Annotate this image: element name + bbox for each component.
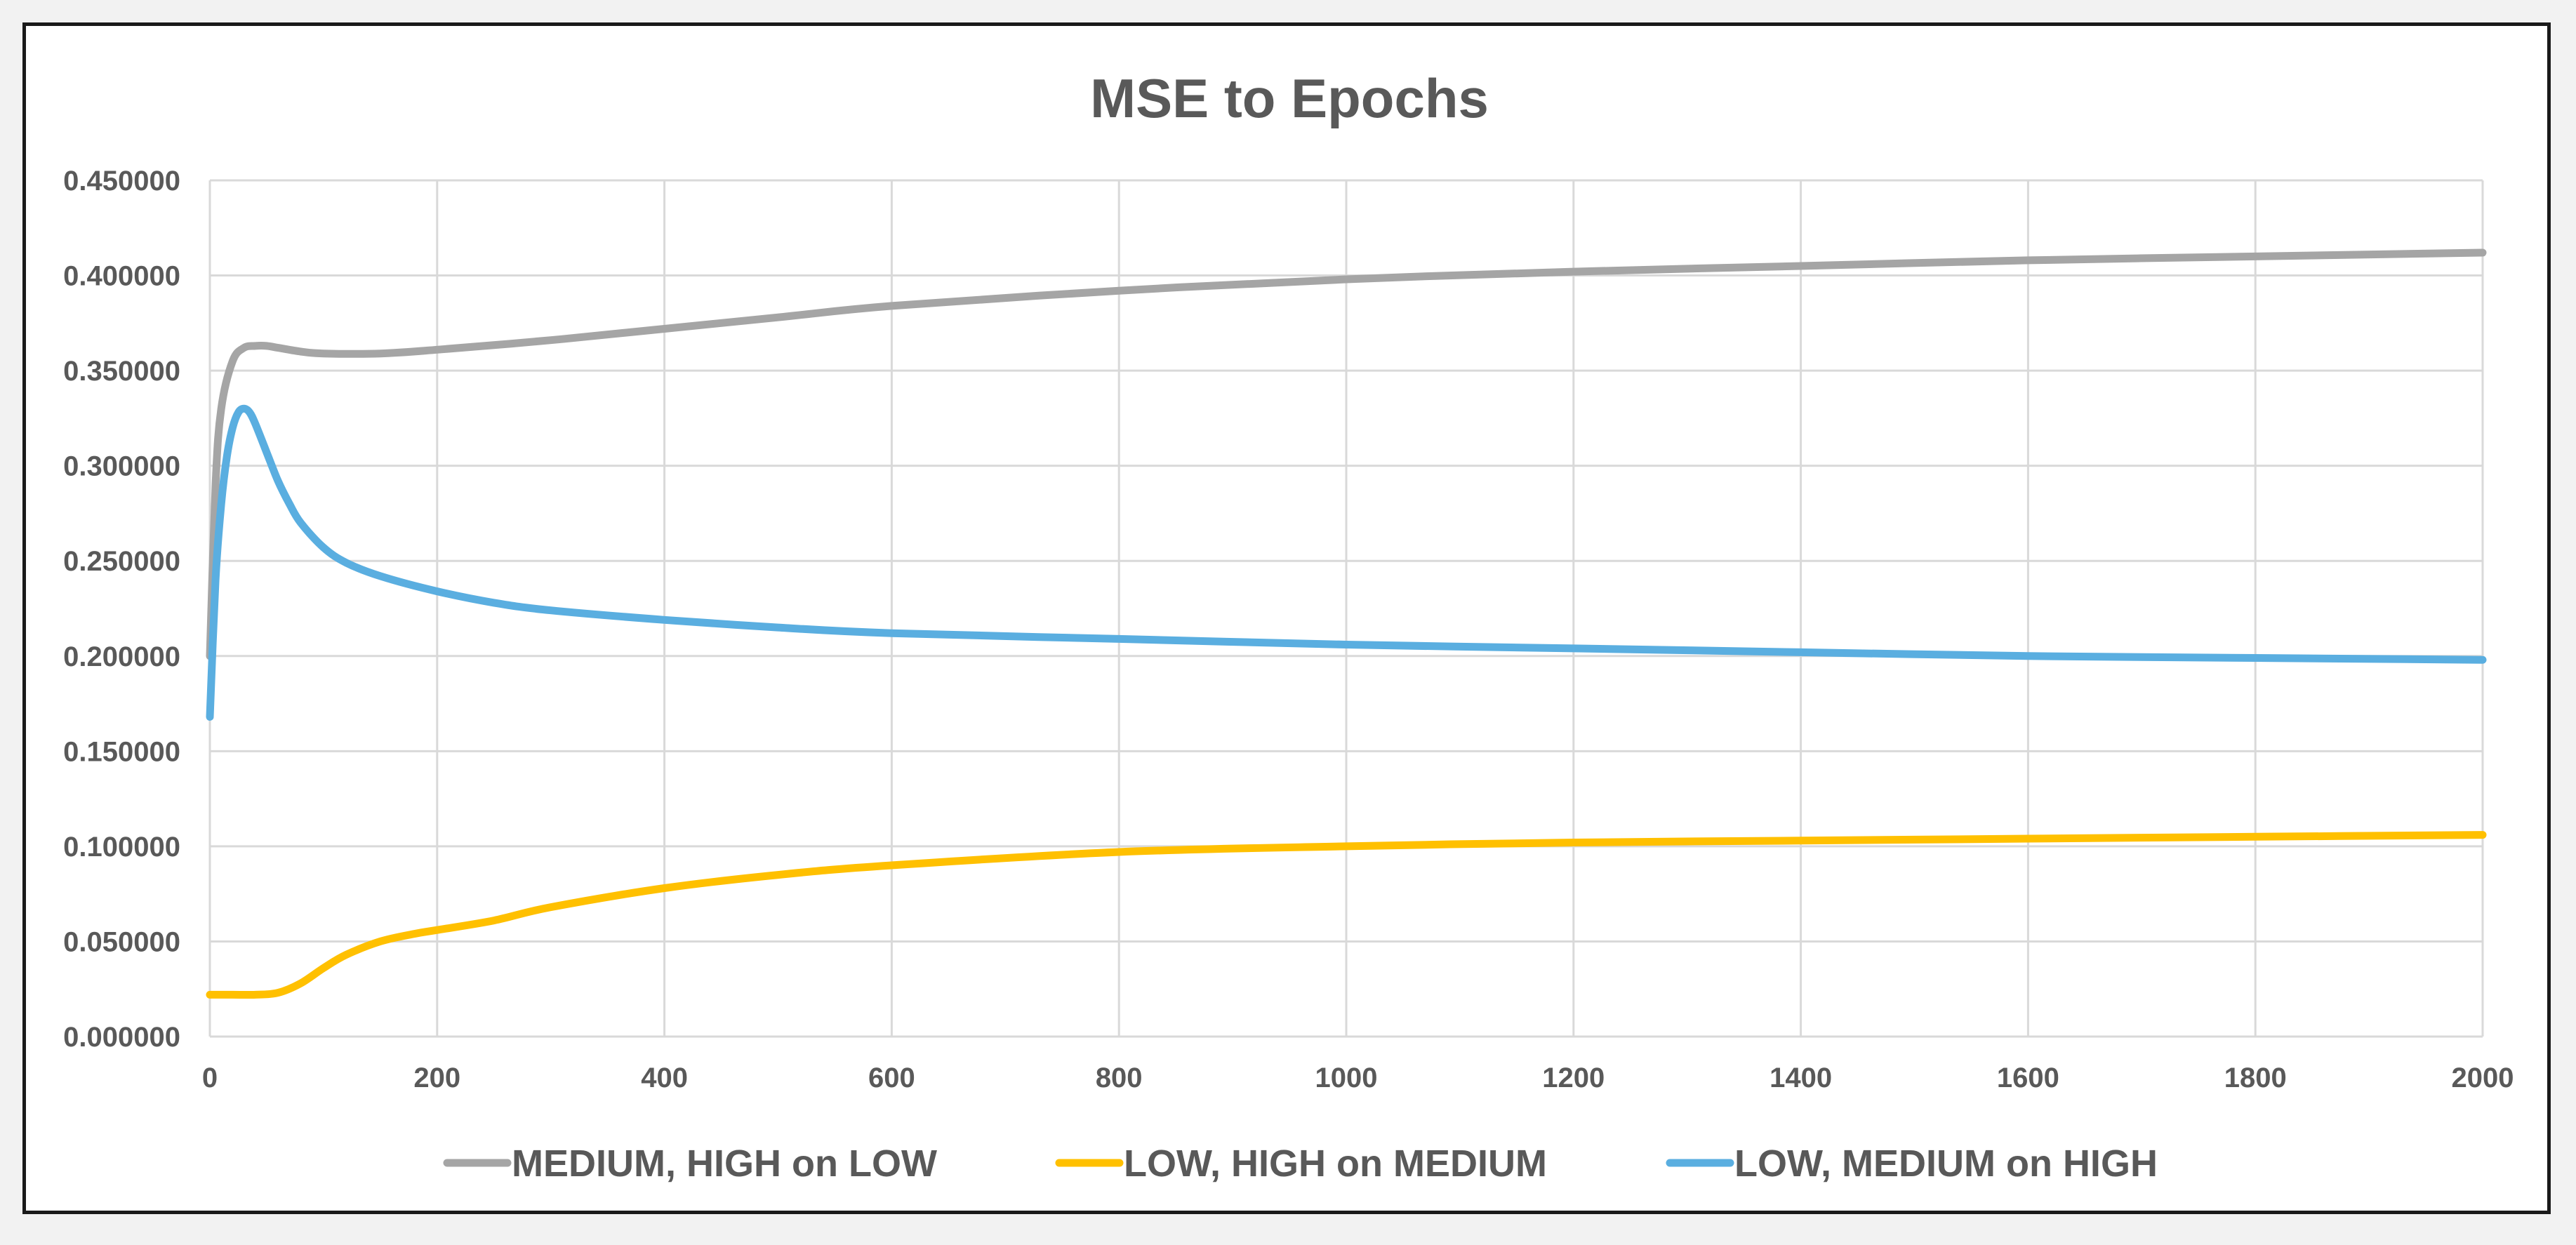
series-line-2 xyxy=(206,831,2487,999)
chart-title: MSE to Epochs xyxy=(1090,67,1489,129)
series-line-3 xyxy=(206,404,2487,721)
x-tick-label: 400 xyxy=(641,1063,688,1093)
series-line-1 xyxy=(206,248,2487,660)
gridlines xyxy=(208,179,2484,1038)
x-tick-label: 2000 xyxy=(2452,1063,2514,1093)
y-tick-label: 0.300000 xyxy=(63,451,180,482)
x-tick-label: 1000 xyxy=(1315,1063,1378,1093)
x-tick-label: 200 xyxy=(413,1063,460,1093)
y-tick-label: 0.050000 xyxy=(63,926,180,957)
legend: MEDIUM, HIGH on LOW LOW, HIGH on MEDIUM LO… xyxy=(443,1143,2158,1185)
legend-label-2: LOW, HIGH on MEDIUM xyxy=(1124,1143,1547,1185)
y-axis-ticks: 0.000000 0.050000 0.100000 0.150000 0.200000… xyxy=(63,166,180,1053)
y-tick-label: 0.350000 xyxy=(63,356,180,387)
x-axis-ticks: 0 200 400 600 800 1000 1200 1400 1600 1800 2000 xyxy=(202,1063,2514,1093)
y-tick-label: 0.000000 xyxy=(63,1022,180,1053)
chart-frame: MSE to Epochs 0.000000 0.050000 0.100000 0.… xyxy=(22,22,2551,1214)
y-tick-label: 0.250000 xyxy=(63,546,180,577)
x-tick-label: 0 xyxy=(202,1063,218,1093)
x-tick-label: 800 xyxy=(1096,1063,1143,1093)
y-tick-label: 0.150000 xyxy=(63,736,180,767)
legend-label-3: LOW, MEDIUM on HIGH xyxy=(1734,1143,2158,1185)
y-tick-label: 0.400000 xyxy=(63,261,180,292)
x-tick-label: 1400 xyxy=(1770,1063,1832,1093)
x-tick-label: 1200 xyxy=(1542,1063,1605,1093)
y-tick-label: 0.450000 xyxy=(63,166,180,197)
chart-svg: MSE to Epochs 0.0000000.0500000.1000000.… xyxy=(63,67,2514,1185)
series-group xyxy=(206,248,2487,999)
y-tick-label: 0.100000 xyxy=(63,832,180,863)
legend-label-1: MEDIUM, HIGH on LOW xyxy=(512,1143,937,1185)
x-tick-label: 1600 xyxy=(1997,1063,2059,1093)
y-tick-label: 0.200000 xyxy=(63,641,180,672)
x-tick-label: 1800 xyxy=(2224,1063,2287,1093)
x-tick-label: 600 xyxy=(868,1063,915,1093)
